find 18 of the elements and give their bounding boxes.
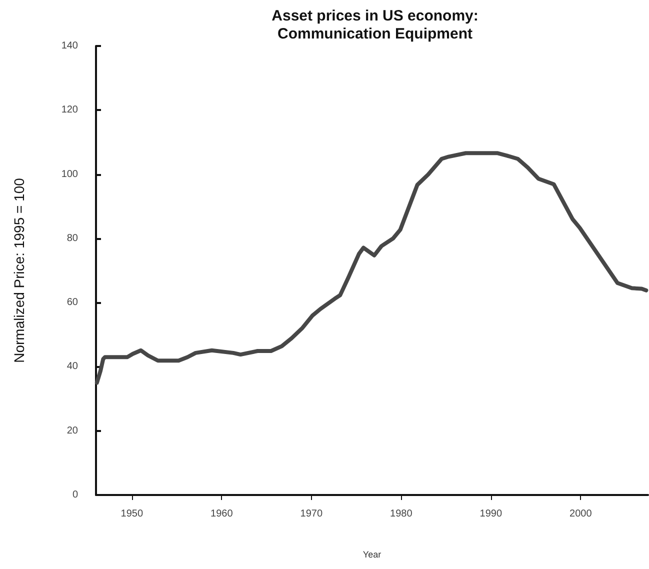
- x-tick-label: 1990: [480, 508, 502, 520]
- x-tick-label: 1950: [120, 508, 144, 520]
- x-tick-label: 1980: [390, 508, 413, 520]
- y-tick-label: 100: [61, 168, 78, 180]
- line-series: [94, 151, 648, 385]
- y-tick-label: 140: [61, 40, 78, 52]
- y-tick-label: 60: [66, 297, 78, 308]
- x-tick-label: 1960: [210, 508, 234, 520]
- x-tick-label: 1970: [300, 508, 323, 520]
- chart-title: Asset prices in US economy: Communication Equipment: [272, 8, 478, 42]
- y-axis-title: Normalized Price: 1995 = 100: [11, 178, 27, 363]
- y-tick-label: 120: [61, 104, 78, 116]
- y-tick-label: 40: [66, 361, 78, 372]
- y-tick-label: 80: [66, 232, 78, 244]
- y-tick-label: 0: [72, 490, 78, 500]
- y-tick-label: 20: [66, 425, 78, 436]
- x-axis-title: Year: [362, 550, 382, 560]
- x-tick-label: 2000: [570, 508, 592, 520]
